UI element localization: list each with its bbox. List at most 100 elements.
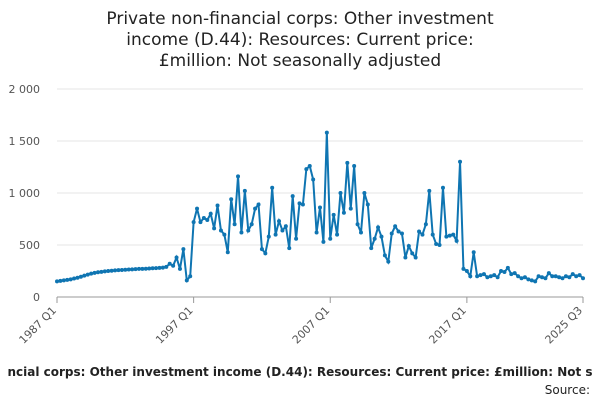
point	[157, 265, 162, 270]
point	[335, 232, 340, 237]
point	[215, 203, 220, 208]
chart-title: Private non-financial corps: Other inves…	[106, 9, 494, 71]
point	[256, 202, 261, 207]
point	[533, 279, 538, 284]
point	[297, 201, 302, 206]
point	[61, 278, 66, 283]
point	[417, 229, 422, 234]
point	[307, 163, 312, 168]
point	[99, 269, 104, 274]
point	[365, 202, 370, 207]
y-tick-label: 0	[33, 291, 40, 304]
point	[208, 211, 213, 216]
point	[314, 230, 319, 235]
point	[382, 253, 387, 258]
point	[136, 266, 141, 271]
point	[130, 267, 135, 272]
point	[557, 275, 562, 280]
point	[191, 220, 196, 225]
point	[355, 222, 360, 227]
point	[246, 228, 251, 233]
point	[358, 230, 363, 235]
point	[362, 191, 367, 195]
point	[102, 269, 107, 274]
point	[413, 255, 418, 260]
y-tick-label: 500	[19, 239, 40, 252]
point	[92, 270, 97, 275]
point	[249, 222, 254, 227]
point	[393, 224, 398, 229]
point	[379, 234, 384, 239]
point	[389, 231, 394, 236]
point	[345, 160, 350, 165]
point	[386, 259, 391, 264]
point	[300, 202, 305, 207]
point	[451, 232, 456, 237]
point	[280, 228, 285, 233]
point	[184, 278, 189, 283]
point	[546, 271, 551, 276]
point	[201, 215, 206, 220]
point	[171, 263, 176, 268]
point	[123, 267, 128, 272]
point	[420, 232, 425, 237]
x-tick-label: 2007 Q1	[290, 304, 333, 347]
point	[399, 231, 404, 236]
point	[119, 267, 124, 272]
point	[236, 174, 241, 179]
point	[140, 266, 145, 271]
point	[85, 272, 90, 277]
point	[218, 228, 223, 233]
point	[253, 206, 258, 211]
point	[461, 266, 466, 271]
point	[410, 251, 415, 256]
point	[55, 279, 59, 284]
point	[106, 269, 111, 273]
point	[318, 205, 322, 210]
point	[95, 270, 100, 275]
point	[242, 188, 247, 193]
point	[509, 272, 514, 277]
x-tick-label: 2017 Q1	[426, 304, 469, 347]
point	[259, 247, 264, 252]
point	[283, 224, 288, 229]
point	[492, 273, 497, 278]
point	[369, 246, 374, 251]
point	[68, 277, 73, 282]
point	[338, 191, 343, 195]
point	[198, 220, 203, 225]
point	[529, 278, 534, 283]
point	[499, 269, 504, 273]
point	[481, 272, 486, 277]
point	[522, 275, 527, 280]
point	[65, 277, 70, 282]
point	[58, 278, 63, 283]
point	[174, 255, 179, 260]
point	[72, 276, 77, 281]
point	[567, 275, 572, 280]
point	[109, 268, 114, 273]
point	[526, 277, 531, 282]
point	[222, 232, 227, 237]
point	[403, 255, 408, 260]
point	[273, 232, 278, 237]
point	[543, 276, 548, 281]
point	[581, 276, 585, 281]
point	[519, 276, 524, 281]
point	[239, 230, 244, 235]
point	[512, 271, 517, 276]
point	[277, 219, 282, 224]
point	[475, 274, 480, 279]
point	[287, 246, 292, 251]
point	[195, 206, 200, 211]
point	[341, 210, 346, 215]
point	[89, 271, 94, 276]
point	[116, 268, 121, 273]
point	[536, 274, 541, 279]
point	[147, 266, 152, 271]
point	[232, 222, 237, 227]
point	[328, 236, 333, 241]
point	[167, 261, 172, 266]
point	[516, 274, 521, 279]
